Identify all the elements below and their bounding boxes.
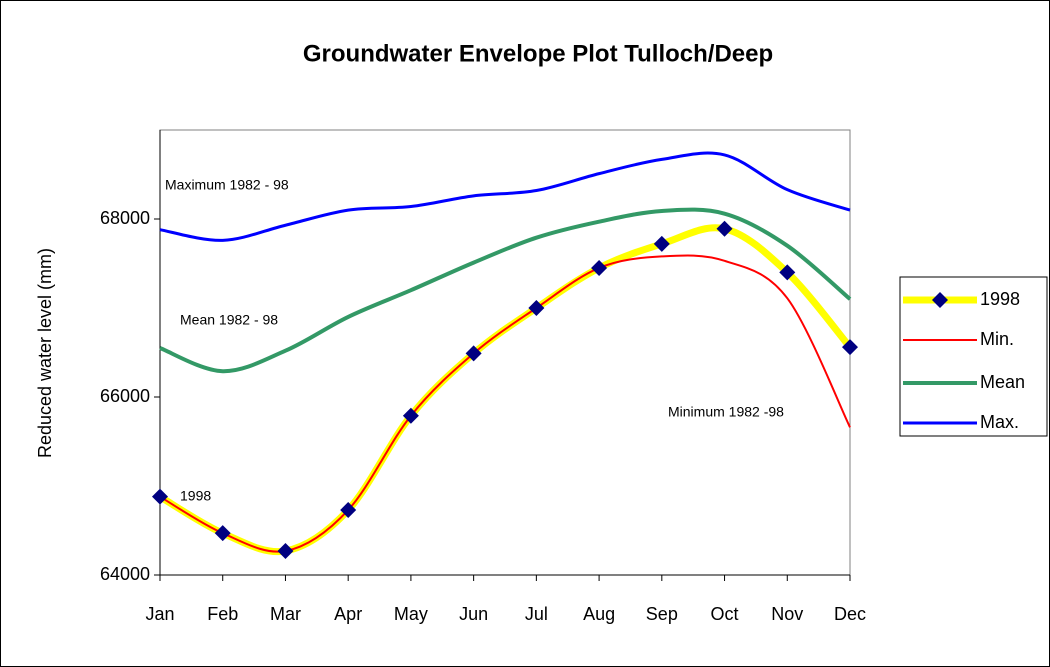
data-point [779,264,796,281]
x-tick-label: Jul [525,604,548,624]
data-point [277,542,294,559]
data-point [716,220,733,237]
y-tick-label: 68000 [100,208,150,228]
data-point [465,345,482,362]
legend-marker [932,292,948,308]
x-tick-label: Aug [583,604,615,624]
chart-title: Groundwater Envelope Plot Tulloch/Deep [303,40,773,67]
series-line [159,151,851,242]
y-axis-label: Reduced water level (mm) [35,248,55,458]
x-tick-label: Sep [646,604,678,624]
legend-label: Mean [980,372,1025,392]
x-tick-label: Mar [270,604,301,624]
y-tick-label: 64000 [100,564,150,584]
x-tick-label: Apr [334,604,362,624]
annotation: Minimum 1982 -98 [668,404,784,420]
legend-label: Min. [980,329,1014,349]
data-point [591,259,608,276]
x-tick-label: Dec [834,604,866,624]
y-tick-label: 66000 [100,386,150,406]
legend-label: Max. [980,412,1019,432]
data-point [214,525,231,542]
legend-label: 1998 [980,289,1020,309]
x-tick-label: Jan [145,604,174,624]
data-point [152,488,168,505]
series-line [159,207,852,374]
x-tick-label: Oct [711,604,739,624]
x-tick-label: Feb [207,604,238,624]
data-point [340,502,357,519]
data-point [528,300,545,316]
data-point [402,407,419,424]
annotation: Maximum 1982 - 98 [165,177,289,193]
data-point [842,339,858,356]
x-tick-label: Jun [459,604,488,624]
annotation: Mean 1982 - 98 [180,312,278,328]
annotation: 1998 [180,488,211,504]
data-point [653,235,670,252]
x-tick-label: Nov [771,604,803,624]
x-tick-label: May [394,604,428,624]
